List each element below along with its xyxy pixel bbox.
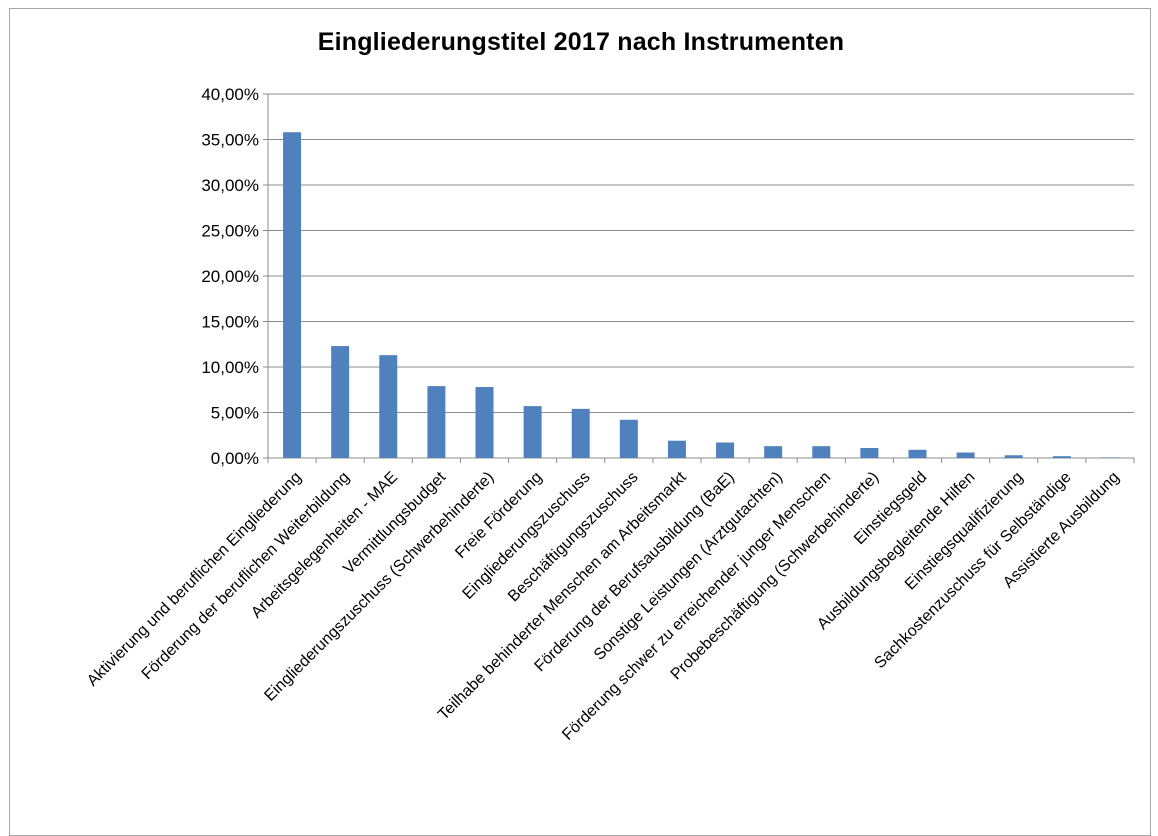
bar (667, 440, 686, 458)
bar (956, 452, 975, 458)
gridlines (268, 93, 1134, 413)
y-tick-label: 20,00% (201, 267, 259, 286)
bar (908, 449, 927, 458)
bar (379, 355, 398, 458)
bar (331, 346, 350, 458)
y-tick-label: 25,00% (201, 222, 259, 241)
bar (764, 446, 783, 458)
bar (523, 406, 542, 458)
x-tick-label: Eingliederungszuschuss (Schwerbehinderte… (261, 469, 497, 705)
chart-title: Eingliederungstitel 2017 nach Instrument… (317, 28, 845, 56)
y-tick-label: 15,00% (201, 313, 259, 332)
x-tick-label: Aktivierung und beruflichen Eingliederun… (84, 469, 305, 690)
axes (263, 93, 1135, 463)
bars (283, 132, 1119, 458)
bar (812, 446, 831, 458)
bar (427, 386, 446, 458)
y-tick-label: 40,00% (201, 85, 259, 104)
x-tick-label: Freie Förderung (452, 469, 545, 562)
bar (619, 419, 638, 458)
y-tick-label: 35,00% (201, 131, 259, 150)
y-tick-label: 30,00% (201, 176, 259, 195)
y-tick-label: 5,00% (211, 404, 259, 423)
y-tick-label: 0,00% (211, 449, 259, 468)
bar (860, 447, 879, 458)
bar (1100, 457, 1119, 458)
y-tick-labels: 0,00% 5,00% 10,00% 15,00% 20,00% 25,00% 30,00%… (201, 85, 259, 468)
y-tick-label: 10,00% (201, 358, 259, 377)
bar (475, 387, 494, 458)
bar (716, 442, 735, 458)
bar (283, 132, 302, 458)
bar (1052, 456, 1071, 458)
bar (571, 408, 590, 458)
bar (1004, 455, 1023, 458)
x-tick-labels: Aktivierung und beruflichen Eingliederun… (84, 468, 1123, 743)
